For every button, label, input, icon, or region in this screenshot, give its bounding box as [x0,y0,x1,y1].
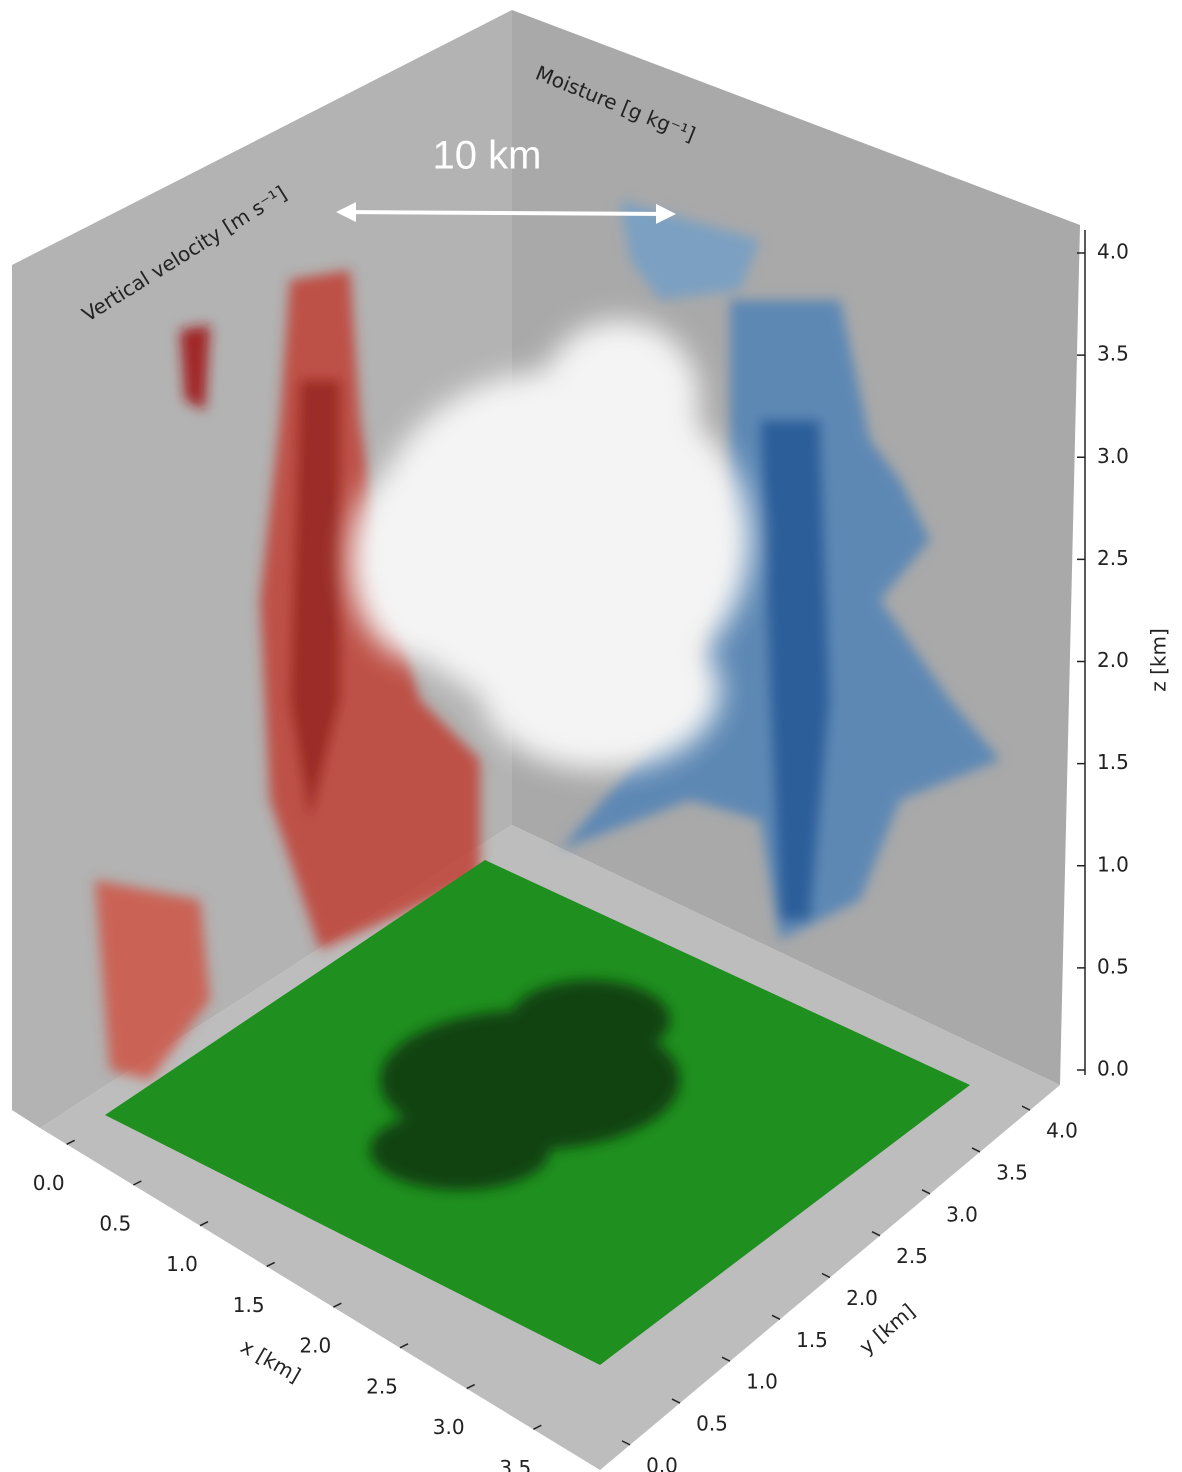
scale-label: 10 km [433,134,542,178]
x-tick-label: 2.5 [366,1374,398,1398]
z-tick-label: 0.0 [1097,1057,1129,1081]
x-tick-label: 0.5 [99,1212,131,1236]
y-tick-label: 0.5 [696,1412,728,1436]
x-axis-label: x [km] [237,1334,305,1387]
z-tick-label: 1.0 [1097,852,1129,876]
x-tick-label: 1.5 [233,1293,265,1317]
x-tick-label: 3.0 [433,1415,465,1439]
z-tick-label: 3.0 [1097,444,1129,468]
y-tick-label: 3.5 [996,1160,1028,1184]
y-tick-label: 2.5 [896,1244,928,1268]
z-axis-label: z [km] [1147,628,1171,692]
x-tick-label: 2.0 [299,1334,331,1358]
y-tick-label: 4.0 [1046,1119,1078,1143]
x-tick-label: 1.0 [166,1252,198,1276]
z-tick-label: 3.5 [1097,342,1129,366]
y-tick-label: 0.0 [646,1453,678,1472]
z-tick-label: 2.5 [1097,546,1129,570]
y-tick-label: 2.0 [846,1286,878,1310]
z-tick-label: 2.0 [1097,648,1129,672]
z-tick-label: 4.0 [1097,240,1129,264]
z-tick-label: 0.5 [1097,954,1129,978]
scale-arrow [340,212,672,214]
x-tick-label: 0.0 [33,1171,65,1195]
y-tick-label: 1.0 [746,1370,778,1394]
y-tick-label: 3.0 [946,1202,978,1226]
x-tick-label: 3.5 [499,1456,531,1472]
y-tick-label: 1.5 [796,1328,828,1352]
z-tick-label: 1.5 [1097,750,1129,774]
chart: 10 km Vertical velocity [m s⁻¹] Moisture… [0,0,1182,1472]
